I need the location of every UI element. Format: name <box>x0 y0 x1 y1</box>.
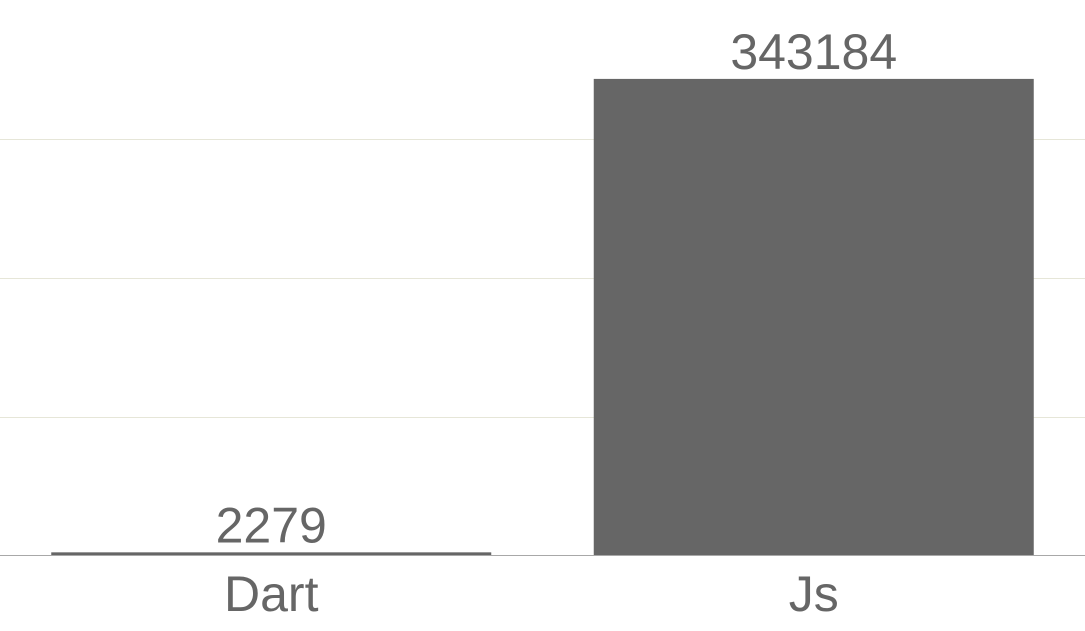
bars <box>51 78 1034 556</box>
data-labels: 2279 343184 <box>216 24 898 553</box>
bar-dart <box>51 552 492 556</box>
data-label-js: 343184 <box>730 24 897 80</box>
x-tick-label-dart: Dart <box>224 566 319 622</box>
x-tick-label-js: Js <box>789 566 839 622</box>
bar-js <box>593 78 1034 556</box>
x-axis-tick-labels: Dart Js <box>224 566 839 622</box>
data-label-dart: 2279 <box>216 497 327 553</box>
